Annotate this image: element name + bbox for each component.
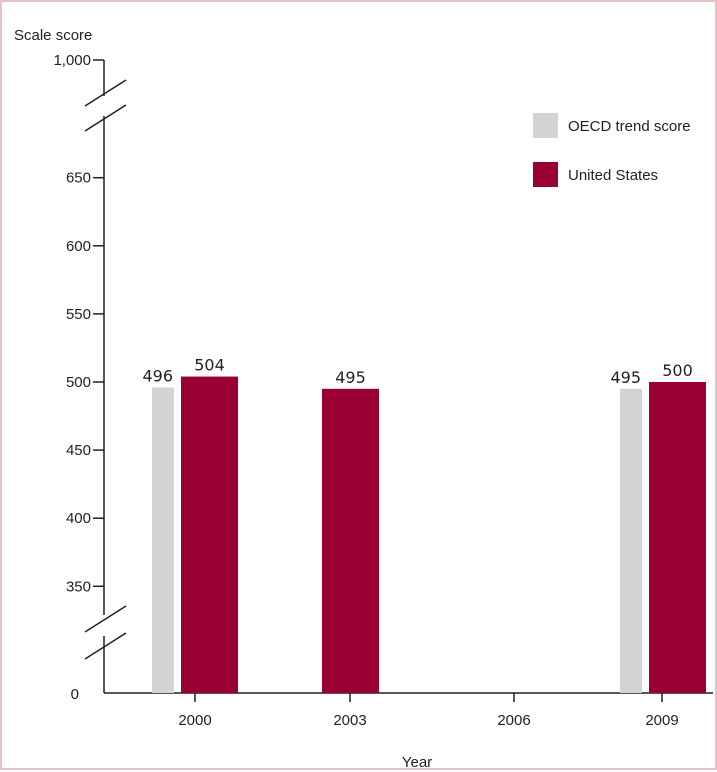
data-label-oecd-2009: 495: [610, 368, 641, 387]
axis-break-top-1: [84, 79, 127, 107]
data-label-us-2003: 495: [335, 368, 366, 387]
y-axis-top-label: 1,000: [53, 52, 91, 69]
y-tick-label-400: 400: [66, 510, 91, 527]
bar-us-2009: [649, 382, 706, 693]
y-tick-label-350: 350: [66, 578, 91, 595]
y-tick-label-650: 650: [66, 170, 91, 187]
bar-us-2000: [181, 376, 238, 693]
x-tick-label-2003: 2003: [333, 712, 366, 729]
y-tick-label-450: 450: [66, 442, 91, 459]
y-tick-label-500: 500: [66, 374, 91, 391]
legend-label-oecd: OECD trend score: [568, 118, 691, 135]
bar-us-2003: [322, 388, 379, 693]
y-axis-title: Scale score: [14, 27, 92, 44]
y-tick-label-600: 600: [66, 238, 91, 255]
x-tick-label-2009: 2009: [645, 712, 678, 729]
y-ticks: 350 400 450 500 550 600 650: [66, 170, 104, 595]
data-label-us-2009: 500: [662, 361, 693, 380]
axis-break-top-2: [84, 104, 127, 132]
x-tick-label-2000: 2000: [178, 712, 211, 729]
data-label-oecd-2000: 496: [142, 366, 173, 385]
legend-swatch-us: [533, 162, 558, 187]
x-ticks: 2000 2003 2006 2009: [178, 693, 679, 729]
data-label-us-2000: 504: [194, 356, 225, 375]
bar-oecd-2009: [620, 388, 642, 693]
legend: OECD trend score United States: [533, 113, 691, 187]
legend-swatch-oecd: [533, 113, 558, 138]
axis-break-bottom-1: [84, 605, 127, 633]
legend-label-us: United States: [568, 167, 658, 184]
x-tick-label-2006: 2006: [497, 712, 530, 729]
axis-break-bottom-2: [84, 632, 127, 660]
y-tick-label-550: 550: [66, 306, 91, 323]
y-axis-zero-label: 0: [71, 686, 79, 703]
bars: 496 495 504 495 500: [142, 356, 706, 693]
bar-oecd-2000: [152, 387, 174, 693]
x-axis-title: Year: [402, 754, 432, 771]
